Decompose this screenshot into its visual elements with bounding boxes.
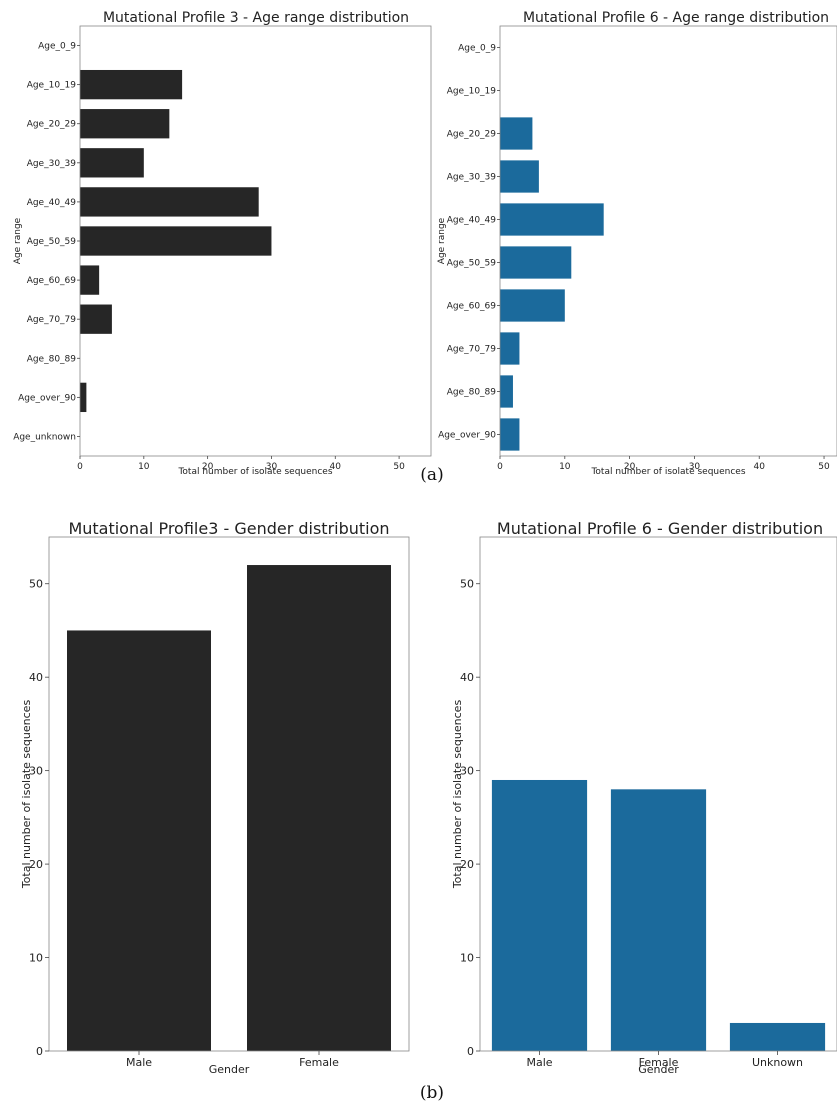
x-tick-label: 30 — [266, 462, 278, 472]
chart-age3: Mutational Profile 3 - Age range distrib… — [13, 10, 432, 477]
panel-label-a: (a) — [420, 465, 443, 485]
chart-title: Mutational Profile 6 - Age range distrib… — [523, 10, 829, 26]
x-tick-label: 20 — [202, 462, 214, 472]
chart-gen3: Mutational Profile3 - Gender distributio… — [20, 519, 410, 1076]
y-tick-label: Age_10_19 — [447, 87, 497, 97]
bar-Age_30_39 — [80, 148, 144, 178]
bar-Age_70_79 — [500, 332, 520, 365]
x-tick-label: 30 — [689, 462, 701, 472]
y-tick-label: 50 — [460, 578, 474, 591]
x-tick-label: 10 — [559, 462, 571, 472]
y-tick-label: 40 — [29, 671, 43, 684]
x-tick-label: 40 — [330, 462, 342, 472]
x-tick-label: 10 — [138, 462, 150, 472]
chart-age6: Mutational Profile 6 - Age range distrib… — [437, 10, 837, 477]
bar-Age_50_59 — [500, 246, 572, 279]
y-tick-label: Age_0_9 — [38, 42, 76, 52]
y-tick-label: 40 — [460, 671, 474, 684]
x-tick-label: 20 — [624, 462, 636, 472]
y-tick-label: Age_40_49 — [27, 198, 77, 208]
chart-gen6: Mutational Profile 6 - Gender distributi… — [451, 519, 837, 1076]
y-tick-label: Age_20_29 — [447, 130, 497, 140]
y-tick-label: 0 — [36, 1045, 43, 1058]
y-axis-label: Total number of isolate sequences — [20, 700, 33, 890]
bar-Age_50_59 — [80, 226, 272, 256]
y-tick-label: Age_70_79 — [447, 345, 497, 355]
y-tick-label: Age_20_29 — [27, 120, 77, 130]
bar-Age_40_49 — [500, 203, 604, 236]
y-tick-label: Age_40_49 — [447, 216, 497, 226]
y-tick-label: Age_80_89 — [447, 388, 497, 398]
y-tick-label: Age_60_69 — [447, 302, 497, 312]
x-axis-label: Gender — [209, 1063, 250, 1076]
bar-Age_20_29 — [500, 117, 533, 150]
bar-Age_70_79 — [80, 304, 112, 334]
chart-title: Mutational Profile 3 - Age range distrib… — [103, 10, 409, 26]
x-tick-label: Unknown — [752, 1056, 803, 1069]
x-axis-label: Total number of isolate sequences — [177, 467, 332, 477]
y-tick-label: 20 — [29, 858, 43, 871]
y-axis-label: Age range — [13, 217, 23, 264]
bar-Female — [247, 565, 391, 1051]
bar-Female — [610, 789, 707, 1051]
x-tick-label: Male — [126, 1056, 152, 1069]
bar-Age_20_29 — [80, 109, 170, 139]
chart-title: Mutational Profile3 - Gender distributio… — [68, 519, 389, 538]
y-tick-label: 50 — [29, 578, 43, 591]
y-tick-label: Age_10_19 — [27, 81, 77, 91]
y-tick-label: 0 — [467, 1045, 474, 1058]
y-tick-label: Age_30_39 — [447, 173, 497, 183]
bar-Age_10_19 — [80, 69, 183, 100]
bar-Age_80_89 — [500, 375, 513, 408]
x-tick-label: 0 — [497, 462, 503, 472]
y-tick-label: Age_over_90 — [438, 431, 496, 441]
x-tick-label: Male — [526, 1056, 552, 1069]
x-tick-label: 0 — [77, 462, 83, 472]
y-tick-label: Age_70_79 — [27, 315, 77, 325]
y-tick-label: Age_80_89 — [27, 354, 77, 364]
bar-Age_40_49 — [80, 187, 259, 217]
x-tick-label: 50 — [393, 462, 405, 472]
y-tick-label: 20 — [460, 858, 474, 871]
bar-Age_30_39 — [500, 160, 539, 193]
plot-frame — [499, 25, 837, 457]
bar-Age_over_90 — [80, 382, 87, 413]
x-tick-label: Female — [639, 1056, 679, 1069]
bar-Male — [491, 779, 588, 1051]
y-tick-label: 10 — [460, 952, 474, 965]
y-axis-label: Total number of isolate sequences — [451, 700, 464, 890]
y-tick-label: Age_50_59 — [447, 259, 497, 269]
x-tick-label: 40 — [754, 462, 766, 472]
y-tick-label: 30 — [460, 765, 474, 778]
x-tick-label: Female — [299, 1056, 339, 1069]
y-tick-label: Age_60_69 — [27, 276, 77, 286]
panel-label-b: (b) — [420, 1083, 444, 1103]
y-axis-label: Age range — [437, 217, 447, 264]
y-tick-label: Age_0_9 — [458, 44, 496, 54]
x-axis-label: Total number of isolate sequences — [590, 467, 745, 477]
y-tick-label: 10 — [29, 952, 43, 965]
bar-Unknown — [729, 1022, 826, 1051]
x-tick-label: 50 — [818, 462, 830, 472]
x-axis-label: Gender — [638, 1063, 679, 1076]
y-tick-label: 30 — [29, 765, 43, 778]
bar-Male — [67, 630, 211, 1051]
chart-title: Mutational Profile 6 - Gender distributi… — [497, 519, 823, 538]
bar-Age_60_69 — [500, 289, 565, 322]
y-tick-label: Age_unknown — [13, 432, 76, 442]
y-tick-label: Age_over_90 — [18, 393, 76, 403]
bar-Age_over_90 — [500, 418, 520, 451]
y-tick-label: Age_50_59 — [27, 237, 77, 247]
bar-Age_60_69 — [80, 265, 100, 295]
y-tick-label: Age_30_39 — [27, 159, 77, 169]
plot-frame — [48, 536, 410, 1052]
